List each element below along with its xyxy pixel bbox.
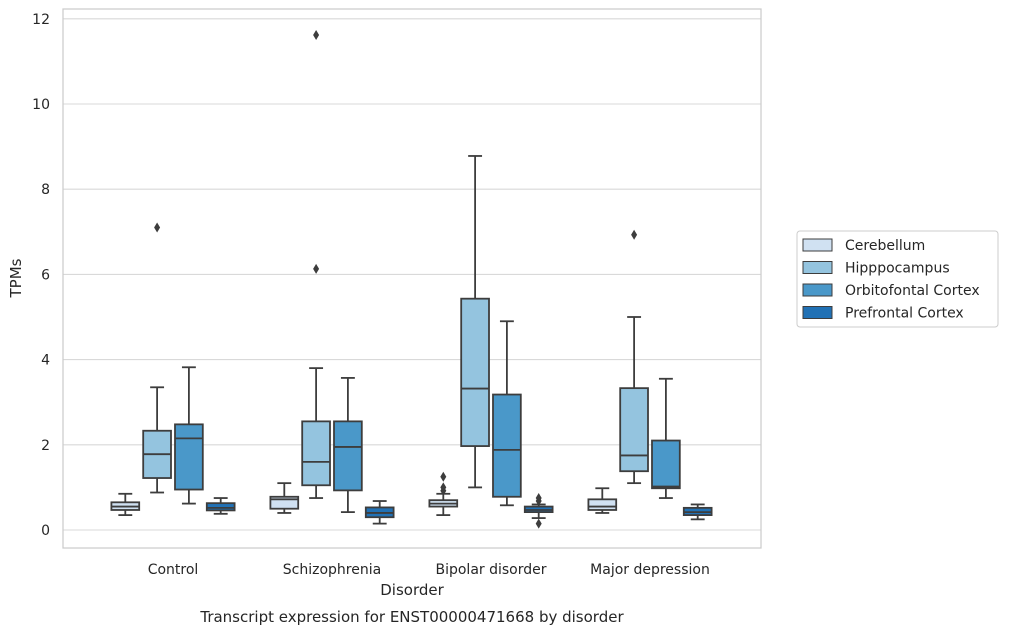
y-tick-label-6: 6 bbox=[41, 267, 50, 283]
outlier-1 bbox=[313, 29, 320, 40]
box-2-2 bbox=[492, 320, 522, 507]
x-tick-label-2: Bipolar disorder bbox=[435, 562, 546, 578]
legend-swatch-1 bbox=[802, 261, 833, 274]
x-tick-label-3: Major depression bbox=[590, 562, 710, 578]
outlier-0 bbox=[631, 229, 638, 240]
box-iqr bbox=[587, 498, 618, 511]
chart-caption: Transcript expression for ENST0000047166… bbox=[199, 608, 624, 626]
box-0-2 bbox=[174, 366, 204, 505]
box-3-2 bbox=[651, 377, 681, 499]
box-iqr bbox=[269, 495, 300, 510]
box-group-1 bbox=[269, 29, 395, 525]
x-tick-label-0: Control bbox=[148, 562, 199, 578]
box-group-3 bbox=[587, 229, 713, 521]
box-groups bbox=[110, 29, 713, 529]
legend-label-2: Orbitofontal Cortex bbox=[845, 283, 980, 299]
y-axis-title: TPMs bbox=[7, 258, 25, 298]
legend-frame bbox=[796, 230, 999, 328]
box-iqr bbox=[492, 393, 522, 498]
y-tick-label-10: 10 bbox=[32, 97, 50, 113]
y-tick-label-8: 8 bbox=[41, 182, 50, 198]
outlier-0 bbox=[154, 222, 161, 233]
legend: Cerebellum Hipppocampus Orbitofontal Corte… bbox=[796, 230, 999, 328]
y-tick-label-12: 12 bbox=[32, 12, 50, 28]
y-tick-label-2: 2 bbox=[41, 438, 50, 454]
outlier-0 bbox=[313, 263, 320, 274]
x-axis-title: Disorder bbox=[380, 581, 444, 599]
box-1-3 bbox=[364, 500, 395, 525]
box-3-1 bbox=[619, 229, 649, 485]
box-iqr bbox=[301, 420, 331, 487]
box-1-0 bbox=[269, 482, 300, 514]
box-2-3 bbox=[523, 493, 554, 529]
legend-label-1: Hipppocampus bbox=[845, 261, 950, 277]
box-group-2 bbox=[428, 155, 554, 529]
legend-swatch-2 bbox=[802, 283, 833, 297]
y-tick-label-4: 4 bbox=[41, 353, 50, 369]
box-3-3 bbox=[682, 503, 713, 521]
outlier-0 bbox=[535, 518, 542, 529]
box-group-0 bbox=[110, 222, 236, 516]
box-1-2 bbox=[333, 377, 363, 514]
box-2-0 bbox=[428, 471, 459, 516]
legend-swatch-3 bbox=[802, 306, 833, 319]
box-iqr bbox=[651, 439, 681, 490]
legend-label-0: Cerebellum bbox=[845, 238, 925, 254]
box-0-3 bbox=[205, 497, 236, 515]
box-3-0 bbox=[587, 487, 618, 514]
x-tick-label-1: Schizophrenia bbox=[283, 562, 381, 578]
box-0-1 bbox=[142, 222, 172, 494]
outlier-2 bbox=[440, 471, 447, 482]
y-tick-label-0: 0 bbox=[41, 523, 50, 539]
outlier-1 bbox=[440, 482, 447, 493]
box-1-1 bbox=[301, 29, 331, 499]
box-iqr bbox=[333, 420, 363, 492]
legend-label-3: Prefrontal Cortex bbox=[845, 306, 964, 322]
box-2-1 bbox=[460, 155, 490, 489]
outlier-2 bbox=[535, 493, 542, 504]
x-tick-labels: Control Schizophrenia Bipolar disorder Majo… bbox=[148, 562, 710, 578]
plot-area-frame bbox=[62, 8, 762, 549]
box-iqr bbox=[460, 297, 490, 447]
y-tick-labels: 0 2 4 6 8 10 12 bbox=[32, 12, 50, 539]
box-0-0 bbox=[110, 492, 141, 516]
legend-swatch-0 bbox=[802, 238, 833, 252]
box-iqr bbox=[205, 502, 236, 512]
box-iqr bbox=[174, 423, 204, 491]
box-iqr bbox=[619, 387, 649, 473]
